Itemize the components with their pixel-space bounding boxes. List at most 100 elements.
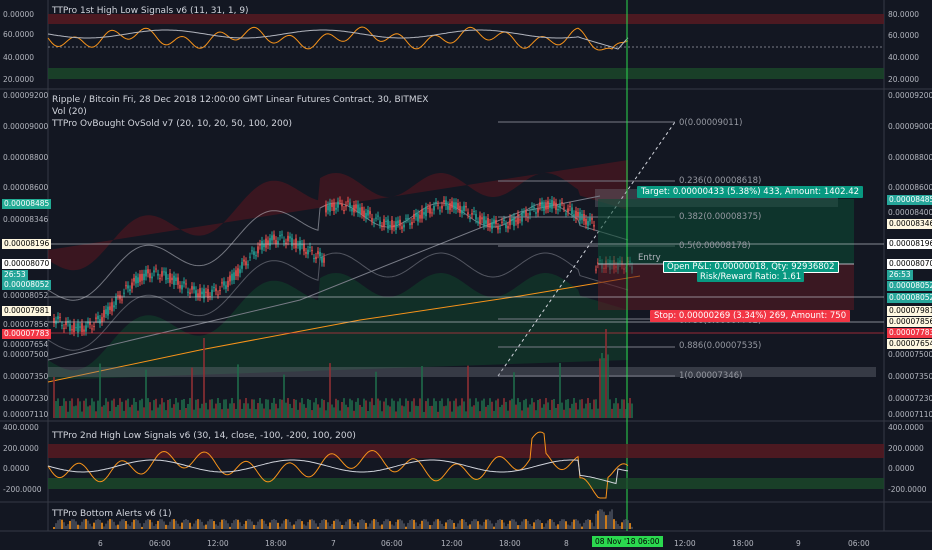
alert-bar [433, 521, 435, 529]
volume-bar [63, 398, 65, 418]
volume-bar [193, 409, 195, 418]
alert-bar [211, 519, 213, 529]
candle-body [99, 319, 101, 324]
candle-body [159, 278, 161, 280]
volume-bar [485, 406, 487, 418]
volume-bar [569, 408, 571, 418]
alert-bar [497, 520, 499, 529]
alert-bar [427, 521, 429, 529]
volume-title: Vol (20) [52, 107, 87, 117]
alert-bar [515, 521, 517, 529]
alert-bar [69, 520, 71, 529]
alert-bar [207, 521, 209, 529]
volume-bar [381, 411, 383, 418]
alert-bar [311, 519, 313, 529]
alert-bar [93, 522, 95, 529]
alert-bar [365, 522, 367, 529]
alert-bar [303, 524, 305, 529]
volume-bar [403, 406, 405, 418]
candle-body [453, 202, 455, 210]
volume-bar [419, 398, 421, 418]
alert-bar [181, 522, 183, 529]
candle-body [175, 277, 177, 282]
candle-body [165, 271, 167, 280]
volume-bar [55, 401, 57, 418]
candle-body [79, 326, 81, 328]
volume-bar [553, 398, 555, 418]
candle-body [411, 221, 413, 225]
candle-body [385, 220, 387, 222]
candle-body [559, 203, 561, 208]
candle-body [113, 305, 115, 308]
alert-bar [629, 523, 631, 529]
volume-bar [345, 404, 347, 418]
candle-body [217, 294, 219, 296]
alert-bar [123, 519, 125, 529]
volume-bar [217, 398, 219, 418]
top-left-axis-label: 60.0000 [3, 30, 35, 39]
candle-body [577, 211, 579, 217]
alert-bar [283, 520, 285, 529]
candle-body [469, 218, 471, 220]
candle-body [543, 204, 545, 211]
volume-bar [623, 399, 625, 418]
main-left-axis-label: 0.00007654 [3, 340, 49, 349]
candle-body [503, 219, 505, 222]
alert-bar [175, 520, 177, 529]
risk-reward-label[interactable]: Risk/Reward Ratio: 1.61 [697, 272, 805, 282]
candle-body [145, 269, 147, 277]
candle-body [519, 219, 521, 221]
candle-body [297, 244, 299, 246]
volume-bar [413, 398, 415, 418]
fib-level-label: 0(0.00009011) [679, 118, 743, 128]
alert-bar [491, 523, 493, 529]
alert-bar [55, 523, 57, 529]
volume-bar [299, 402, 301, 418]
target-zone [598, 199, 854, 264]
candle-body [445, 200, 447, 206]
main-left-axis-label: 0.00007856 [3, 320, 49, 329]
alert-bar [429, 525, 431, 529]
target-label[interactable]: Target: 0.00000433 (5.38%) 433, Amount: … [637, 186, 864, 198]
candle-body [437, 204, 439, 206]
volume-bar [579, 399, 581, 418]
volume-bar [445, 405, 447, 418]
volume-bar [89, 405, 91, 418]
right-price-tag: 0.00008346 [887, 219, 932, 229]
candle-body [245, 261, 247, 266]
candle-body [167, 278, 169, 280]
volume-bar [283, 374, 285, 418]
candle-body [479, 215, 481, 224]
volume-bar [237, 364, 239, 418]
volume-bar [503, 398, 505, 418]
volume-bar [487, 405, 489, 418]
volume-bar [115, 406, 117, 418]
volume-bar [277, 408, 279, 418]
volume-bar [387, 405, 389, 418]
top-left-axis-label: 40.0000 [3, 53, 35, 62]
alert-bar [495, 522, 497, 529]
alert-bar [389, 521, 391, 529]
volume-bar [187, 403, 189, 418]
stop-label[interactable]: Stop: 0.00000269 (3.34%) 269, Amount: 75… [650, 310, 851, 322]
candle-body [455, 202, 457, 210]
alert-bar [581, 526, 583, 529]
candle-body [421, 209, 423, 219]
alert-bar [367, 526, 369, 529]
volume-bar [599, 358, 601, 418]
alert-bar [513, 519, 515, 529]
volume-bar [581, 399, 583, 418]
candle-body [149, 273, 151, 279]
volume-bar [583, 408, 585, 418]
volume-bar [489, 398, 491, 418]
volume-bar [375, 371, 377, 418]
candle-body [277, 241, 279, 244]
time-axis-label: 12:00 [674, 539, 696, 548]
volume-bar [285, 402, 287, 418]
alert-bar [533, 522, 535, 529]
alert-bar [449, 519, 451, 529]
alert-bar [531, 526, 533, 529]
volume-bar [341, 402, 343, 418]
left-price-tag: 0.00007981 [2, 306, 52, 316]
volume-bar [625, 409, 627, 418]
